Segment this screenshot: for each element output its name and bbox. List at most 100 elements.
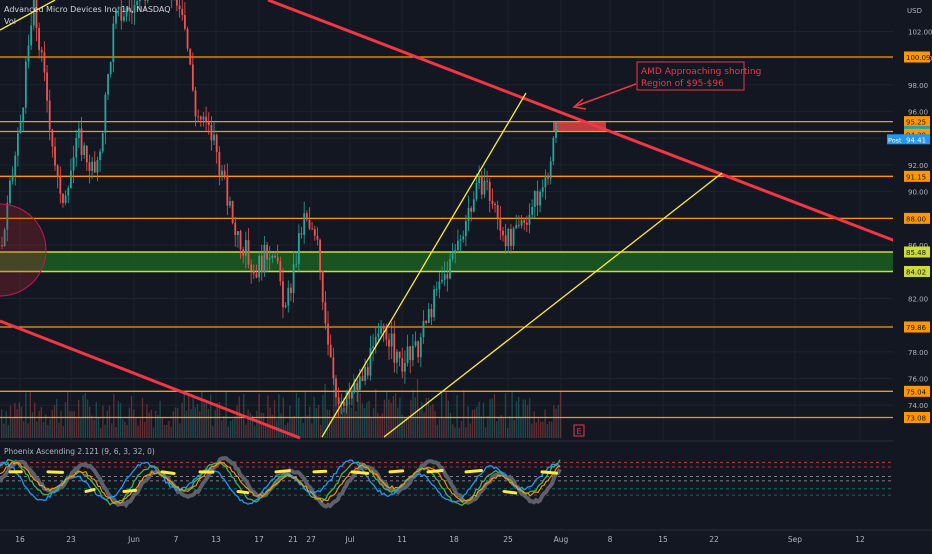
candle-body <box>277 258 279 262</box>
volume-bar <box>245 425 246 438</box>
candle-body <box>547 176 549 179</box>
candle-body <box>513 228 515 245</box>
candle-body <box>248 240 250 264</box>
volume-bar <box>199 411 200 438</box>
candle-body <box>383 326 385 329</box>
volume-bar <box>109 406 110 438</box>
candle-body <box>436 289 438 290</box>
volume-bar <box>516 401 517 438</box>
time-tick-label: 25 <box>503 535 513 544</box>
volume-bar <box>364 408 365 438</box>
price-tick-label: 90.00 <box>908 189 928 197</box>
price-axis[interactable]: 102.00100.0098.0096.0094.0092.0090.0088.… <box>887 0 932 530</box>
volume-bar <box>159 401 160 438</box>
volume-bar <box>320 425 321 438</box>
volume-bar <box>318 405 319 438</box>
price-level-label: 85.48 <box>906 249 926 257</box>
candle-body <box>192 64 194 90</box>
volume-bar <box>148 413 149 438</box>
candle-body <box>444 274 446 280</box>
candle-body <box>484 181 486 195</box>
volume-bar <box>342 408 343 438</box>
candle-body <box>271 256 273 258</box>
volume-bar <box>32 412 33 438</box>
candle-body <box>537 191 539 205</box>
price-tick-label: 96.00 <box>908 109 928 117</box>
volume-bar <box>43 422 44 438</box>
volume-bar <box>483 403 484 438</box>
volume-bar <box>261 413 262 438</box>
candle-body <box>364 367 366 381</box>
candle-body <box>486 181 488 182</box>
volume-bar <box>300 417 301 438</box>
volume-bar <box>65 402 66 438</box>
volume-bar <box>520 417 521 438</box>
candle-body <box>539 192 541 206</box>
candle-body <box>224 171 226 176</box>
candle-body <box>25 62 27 108</box>
volume-bar <box>496 421 497 438</box>
candle-body <box>285 305 287 307</box>
candle-body <box>332 357 334 378</box>
volume-bar <box>5 411 6 438</box>
currency-label: USD <box>907 7 922 15</box>
volume-bar <box>122 419 123 438</box>
volume-bar <box>104 425 105 438</box>
volume-bar <box>74 411 75 438</box>
volume-bar <box>467 407 468 438</box>
volume-bar <box>124 422 125 438</box>
candle-body <box>232 201 234 223</box>
volume-bar <box>492 399 493 438</box>
candle-body <box>75 138 77 157</box>
candle-body <box>552 138 554 161</box>
time-tick-label: Jul <box>344 535 354 544</box>
volume-bar <box>155 411 156 438</box>
candle-body <box>404 363 406 372</box>
candle-body <box>303 213 305 235</box>
candle-body <box>505 235 507 246</box>
indicator-signal <box>542 472 557 473</box>
candle-body <box>290 288 292 293</box>
candle-body <box>102 133 104 151</box>
volume-bar <box>170 427 171 438</box>
time-tick-label: 7 <box>174 535 179 544</box>
volume-bar <box>27 423 28 438</box>
candle-body <box>544 176 546 187</box>
volume-bar <box>470 423 471 438</box>
volume-bar <box>157 415 158 438</box>
indicator-pane[interactable]: Phoenix Ascending 2.121 (9, 6, 3, 32, 0)… <box>0 441 932 527</box>
candle-body <box>370 348 372 376</box>
volume-bar <box>214 410 215 438</box>
volume-bar <box>234 416 235 438</box>
candle-body <box>110 62 112 74</box>
volume-bar <box>54 405 55 438</box>
candle-body <box>187 29 189 49</box>
volume-bar <box>487 416 488 438</box>
price-level-label: 73.08 <box>906 414 926 422</box>
volume-bar <box>558 405 559 438</box>
volume-bar <box>307 415 308 438</box>
volume-bar <box>85 393 86 438</box>
time-tick-label: 23 <box>66 535 76 544</box>
e-marker-label: E <box>577 427 582 436</box>
volume-bar <box>540 422 541 438</box>
candle-body <box>502 231 504 236</box>
candle-body <box>441 280 443 282</box>
candle-body <box>491 201 493 204</box>
candle-body <box>515 225 517 228</box>
volume-bar <box>377 413 378 438</box>
indicator-signal <box>390 471 403 472</box>
candle-body <box>351 391 353 399</box>
time-tick-label: 15 <box>658 535 668 544</box>
price-tick-label: 78.00 <box>908 349 928 357</box>
candle-body <box>253 271 255 274</box>
candle-body <box>226 176 228 205</box>
price-level-label: 84.02 <box>906 268 926 276</box>
candle-body <box>179 6 181 9</box>
volume-bar <box>250 413 251 438</box>
candle-body <box>438 282 440 290</box>
volume-bar <box>56 399 57 438</box>
volume-bar <box>397 408 398 438</box>
